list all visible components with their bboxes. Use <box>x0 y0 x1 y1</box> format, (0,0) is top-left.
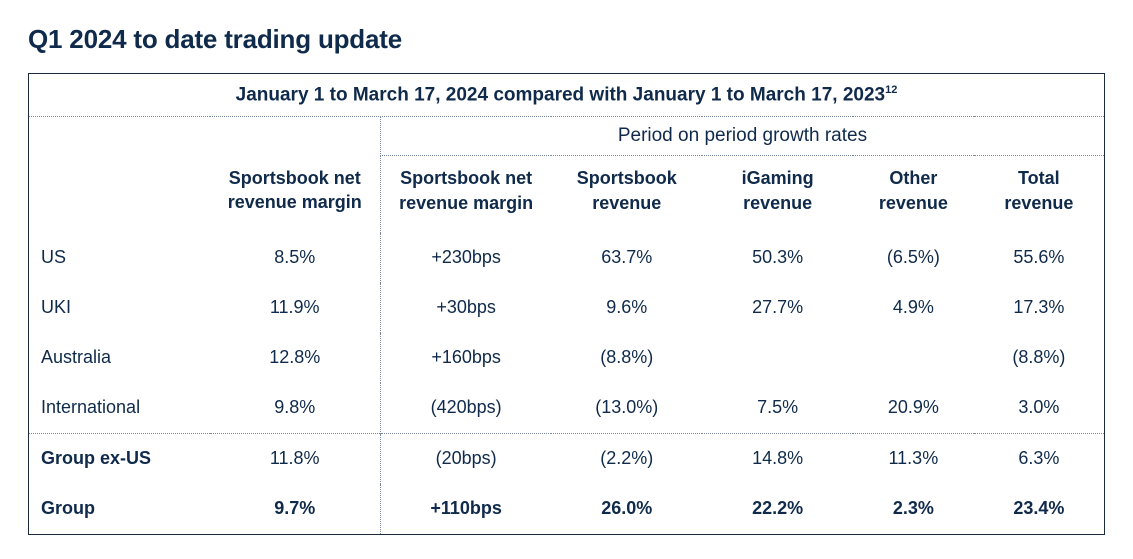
row-label: Australia <box>29 333 210 383</box>
trading-update-table: January 1 to March 17, 2024 compared wit… <box>28 73 1105 535</box>
cell-sportsbook: 26.0% <box>551 484 702 535</box>
cell-other: 4.9% <box>853 283 974 333</box>
cell-margin: 9.8% <box>210 383 381 434</box>
cell-igaming <box>702 333 853 383</box>
cell-total: 17.3% <box>974 283 1105 333</box>
cell-margin: 8.5% <box>210 233 381 283</box>
cell-margin-delta: +160bps <box>380 333 551 383</box>
row-label: International <box>29 383 210 434</box>
cell-igaming: 14.8% <box>702 433 853 484</box>
cell-igaming: 7.5% <box>702 383 853 434</box>
table-caption-footnote: 12 <box>885 84 897 96</box>
col-igaming-rev: iGaming revenue <box>702 156 853 233</box>
cell-margin-delta: +230bps <box>380 233 551 283</box>
cell-other: 20.9% <box>853 383 974 434</box>
col-other-rev: Other revenue <box>853 156 974 233</box>
cell-sportsbook: 63.7% <box>551 233 702 283</box>
row-label: Group ex-US <box>29 433 210 484</box>
header-blank <box>29 117 381 156</box>
col-margin: Sportsbook net revenue margin <box>210 156 381 233</box>
cell-margin-delta: +30bps <box>380 283 551 333</box>
table-row: UKI 11.9% +30bps 9.6% 27.7% 4.9% 17.3% <box>29 283 1105 333</box>
cell-other <box>853 333 974 383</box>
cell-total: (8.8%) <box>974 333 1105 383</box>
cell-margin: 9.7% <box>210 484 381 535</box>
cell-sportsbook: (2.2%) <box>551 433 702 484</box>
cell-margin-delta: +110bps <box>380 484 551 535</box>
col-sportsbook-rev: Sportsbook revenue <box>551 156 702 233</box>
cell-igaming: 27.7% <box>702 283 853 333</box>
row-label: UKI <box>29 283 210 333</box>
cell-total: 55.6% <box>974 233 1105 283</box>
table-caption: January 1 to March 17, 2024 compared wit… <box>29 74 1105 117</box>
cell-sportsbook: (8.8%) <box>551 333 702 383</box>
row-label: Group <box>29 484 210 535</box>
header-growth-group: Period on period growth rates <box>380 117 1104 156</box>
cell-other: (6.5%) <box>853 233 974 283</box>
table-row: International 9.8% (420bps) (13.0%) 7.5%… <box>29 383 1105 434</box>
cell-total: 6.3% <box>974 433 1105 484</box>
table-row: US 8.5% +230bps 63.7% 50.3% (6.5%) 55.6% <box>29 233 1105 283</box>
cell-total: 3.0% <box>974 383 1105 434</box>
cell-margin: 11.9% <box>210 283 381 333</box>
cell-other: 2.3% <box>853 484 974 535</box>
col-margin-delta: Sportsbook net revenue margin <box>380 156 551 233</box>
cell-other: 11.3% <box>853 433 974 484</box>
table-row-total: Group 9.7% +110bps 26.0% 22.2% 2.3% 23.4… <box>29 484 1105 535</box>
cell-sportsbook: (13.0%) <box>551 383 702 434</box>
table-row: Australia 12.8% +160bps (8.8%) (8.8%) <box>29 333 1105 383</box>
cell-sportsbook: 9.6% <box>551 283 702 333</box>
table-caption-text: January 1 to March 17, 2024 compared wit… <box>236 84 885 105</box>
cell-igaming: 50.3% <box>702 233 853 283</box>
col-total-rev: Total revenue <box>974 156 1105 233</box>
page-title: Q1 2024 to date trading update <box>28 24 1105 55</box>
cell-margin: 12.8% <box>210 333 381 383</box>
cell-margin: 11.8% <box>210 433 381 484</box>
col-rowlabel <box>29 156 210 233</box>
cell-igaming: 22.2% <box>702 484 853 535</box>
cell-margin-delta: (20bps) <box>380 433 551 484</box>
row-label: US <box>29 233 210 283</box>
cell-total: 23.4% <box>974 484 1105 535</box>
table-row-subtotal: Group ex-US 11.8% (20bps) (2.2%) 14.8% 1… <box>29 433 1105 484</box>
cell-margin-delta: (420bps) <box>380 383 551 434</box>
